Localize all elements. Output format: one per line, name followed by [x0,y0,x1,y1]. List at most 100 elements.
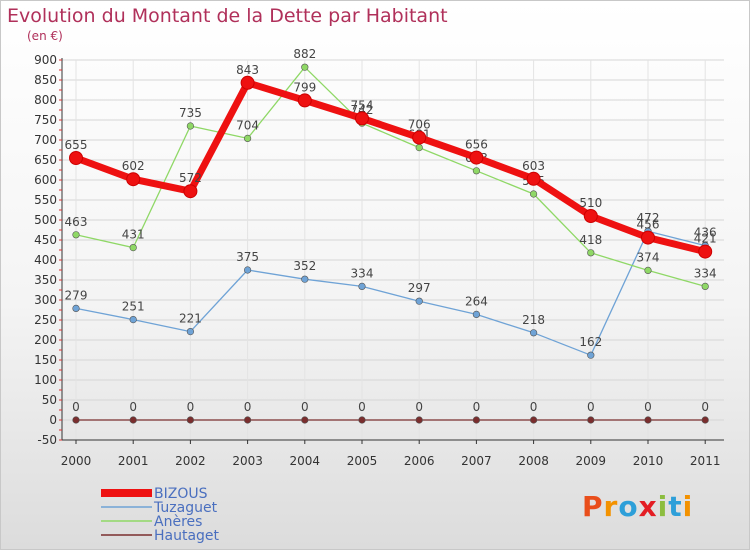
proxiti-logo: Proxiti [582,490,693,523]
data-point [472,416,481,424]
y-tick-label: 150 [34,353,57,367]
data-label: 421 [694,232,717,246]
data-point [644,416,652,424]
data-point [129,316,137,324]
x-tick-label: 2001 [118,454,149,468]
y-tick-label: 800 [34,93,57,107]
data-label: 0 [415,400,423,414]
y-tick-label: 550 [34,193,57,207]
data-label: 418 [579,233,602,247]
data-point [529,416,538,424]
x-tick-label: 2003 [232,454,263,468]
data-point [587,351,595,359]
data-label: 456 [637,218,660,232]
data-label: 706 [408,118,431,132]
data-label: 799 [293,80,316,94]
data-point [129,244,137,252]
x-tick-label: 2007 [461,454,492,468]
data-label: 374 [637,250,660,264]
data-label: 754 [351,98,374,112]
data-label: 0 [72,400,80,414]
data-point [186,328,194,336]
data-label: 0 [701,400,709,414]
data-point [698,244,713,259]
data-point [526,171,541,186]
data-label: 0 [301,400,309,414]
data-label: 0 [187,400,195,414]
data-label: 218 [522,313,545,327]
y-tick-label: 500 [34,213,57,227]
legend-label: Tuzaguet [153,500,218,516]
data-label: 162 [579,335,602,349]
data-label: 603 [522,159,545,173]
data-point [587,249,595,257]
series-line [75,66,706,288]
data-point [641,230,655,245]
y-tick-label: 900 [34,53,57,67]
data-point [301,63,309,71]
y-tick-label: 250 [34,313,57,327]
data-label: 221 [179,312,202,326]
data-label: 279 [65,288,88,302]
data-label: 472 [637,211,660,225]
series-tuzaguet: 279 251 221 375 352 334 297 264 218 162 472 436 [65,211,717,359]
data-label: 352 [293,259,316,273]
data-label: 297 [408,281,431,295]
y-tick-label: 850 [34,73,57,87]
data-point [355,111,369,126]
data-label: 0 [644,400,652,414]
legend-label: BIZOUS [154,486,208,502]
x-tick-label: 2008 [518,454,549,468]
data-point [587,416,595,424]
data-point [244,266,252,274]
data-label: 602 [122,159,145,173]
data-point [244,416,252,424]
data-point [701,416,709,424]
data-point [529,329,538,337]
y-tick-label: 200 [34,333,57,347]
data-point [358,282,366,291]
data-point [297,93,312,108]
data-label: 0 [244,400,252,414]
x-tick-label: 2004 [290,454,321,468]
data-point [186,416,194,424]
x-tick-label: 2009 [576,454,607,468]
series-line [75,230,706,356]
data-label: 0 [473,400,481,414]
logo-letter: r [603,490,619,523]
data-point [415,297,423,305]
y-tick-label: 0 [49,413,57,427]
data-point [72,231,80,239]
y-tick-label: 350 [34,273,57,287]
data-label: 264 [465,294,488,308]
data-point [644,266,652,275]
data-label: 0 [358,400,366,414]
data-label: 251 [122,300,145,314]
y-tick-label: 300 [34,293,57,307]
logo-letter: x [638,490,658,523]
series-line [72,79,709,256]
data-point [126,172,141,187]
y-tick-label: 400 [34,253,57,267]
series-anères: 463431735704882742681623565418374334 [65,47,717,291]
y-tick-label: 100 [34,373,57,387]
y-tick-label: 600 [34,173,57,187]
y-grid [62,59,724,441]
data-point [72,304,80,313]
data-point [469,150,484,165]
data-label: 0 [129,400,137,414]
data-point [240,75,255,90]
data-label: 572 [179,171,202,185]
x-tick-label: 2006 [404,454,435,468]
data-label: 0 [530,400,538,414]
x-tick-label: 2011 [690,454,721,468]
data-point [72,416,80,424]
y-tick-label: 750 [34,113,57,127]
data-point [701,282,709,291]
unit-label: (en €) [27,29,63,43]
data-point [529,190,538,198]
data-point [415,144,423,152]
logo-letter: i [657,490,669,523]
